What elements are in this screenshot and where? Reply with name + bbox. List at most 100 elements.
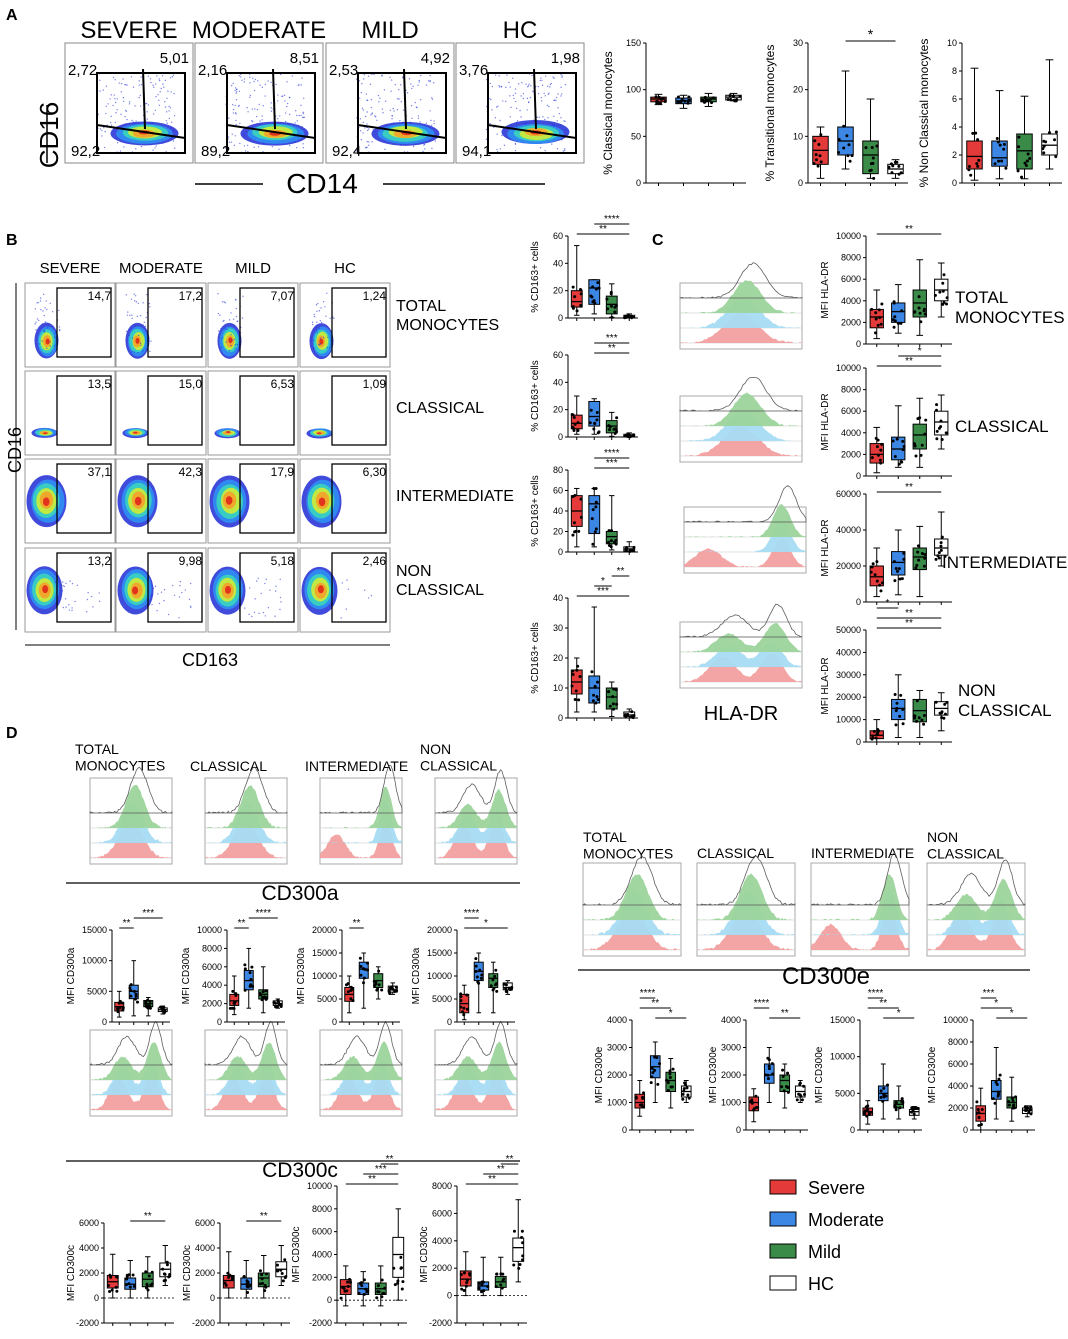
data-point (359, 965, 363, 969)
data-point (377, 983, 381, 987)
data-point (939, 425, 943, 429)
flow-event (236, 88, 238, 91)
data-point (520, 1235, 524, 1239)
data-point (261, 990, 265, 994)
data-point (263, 1289, 267, 1293)
data-point (870, 307, 874, 311)
data-point (814, 153, 818, 157)
y-tick-label: 8000 (948, 1037, 968, 1047)
flow-event (512, 77, 514, 79)
data-point (382, 1292, 386, 1296)
flow-event (433, 122, 435, 125)
flow-event (397, 98, 399, 100)
data-point (638, 1103, 642, 1107)
flow-event (251, 615, 253, 618)
flow-event (262, 611, 265, 614)
data-point (243, 988, 247, 992)
data-point (258, 1269, 262, 1273)
cd14-axis-title: CD14 (286, 168, 358, 199)
flow-event (99, 79, 101, 82)
data-point (842, 124, 846, 128)
flow-event (394, 83, 396, 86)
data-point (943, 712, 947, 716)
data-point (686, 101, 690, 105)
data-point (579, 303, 583, 307)
data-point (494, 1285, 498, 1289)
data-point (866, 1108, 870, 1112)
y-tick-label: 4000 (79, 1243, 99, 1253)
flow-event (313, 330, 316, 333)
data-point (144, 1000, 148, 1004)
significance-label: ** (905, 618, 913, 629)
significance-label: ** (599, 224, 607, 235)
data-point (1016, 169, 1020, 173)
data-point (264, 1272, 268, 1276)
data-point (1023, 161, 1027, 165)
flow-event (316, 331, 318, 334)
flow-event (227, 136, 230, 138)
mild-box (779, 1074, 791, 1092)
data-point (894, 566, 898, 570)
data-point (577, 529, 581, 533)
flow-event (365, 147, 367, 149)
flow-event (164, 106, 167, 108)
flow-event (296, 146, 298, 149)
flow-event (171, 76, 174, 78)
flow-event (537, 85, 539, 88)
flow-event (163, 588, 166, 591)
flow-event (515, 100, 517, 103)
flow-event (303, 116, 305, 119)
flow-event (399, 84, 402, 86)
data-point (995, 137, 999, 141)
flow-event (76, 584, 79, 587)
flow-event (234, 89, 236, 92)
flow-event (256, 580, 258, 582)
flow-event (114, 98, 116, 100)
flow-event (301, 116, 304, 119)
data-point (942, 301, 946, 305)
y-tick-label: 0 (622, 1125, 627, 1135)
severe-histogram (680, 313, 802, 343)
significance-label: ** (617, 566, 625, 577)
data-point (589, 408, 593, 412)
data-point (573, 493, 577, 497)
data-point (894, 723, 898, 727)
flow-event (65, 582, 67, 585)
data-point (1047, 131, 1051, 135)
y-tick-label: 4000 (432, 1236, 452, 1246)
y-tick-label: 0 (856, 471, 861, 481)
data-point (971, 131, 975, 135)
data-point (655, 1056, 659, 1060)
data-point (766, 1077, 770, 1081)
data-point (612, 707, 616, 711)
data-point (109, 1275, 113, 1279)
y-axis-label: MFI CD300c (419, 1226, 430, 1282)
data-point (114, 1275, 118, 1279)
data-point (936, 554, 940, 558)
data-point (597, 286, 601, 290)
data-point (380, 1278, 384, 1282)
legend-swatch-severe (769, 1179, 797, 1195)
gate-value-bottom: 94,1 (462, 143, 491, 160)
flow-event (556, 147, 559, 150)
data-point (594, 527, 598, 531)
flow-event (560, 95, 562, 97)
flow-event (105, 85, 108, 87)
y-tick-label: 10000 (830, 1052, 855, 1062)
flow-event (225, 341, 227, 343)
flow-event (415, 106, 418, 108)
data-point (486, 1284, 490, 1288)
data-point (391, 987, 395, 991)
data-point (632, 545, 636, 549)
data-point (882, 1093, 886, 1097)
y-tick-label: 2000 (432, 1263, 452, 1273)
flow-event (514, 88, 517, 90)
data-point (799, 1094, 803, 1098)
data-point (939, 541, 943, 545)
data-point (275, 1005, 279, 1009)
data-point (940, 437, 944, 441)
gate-box (147, 552, 203, 623)
